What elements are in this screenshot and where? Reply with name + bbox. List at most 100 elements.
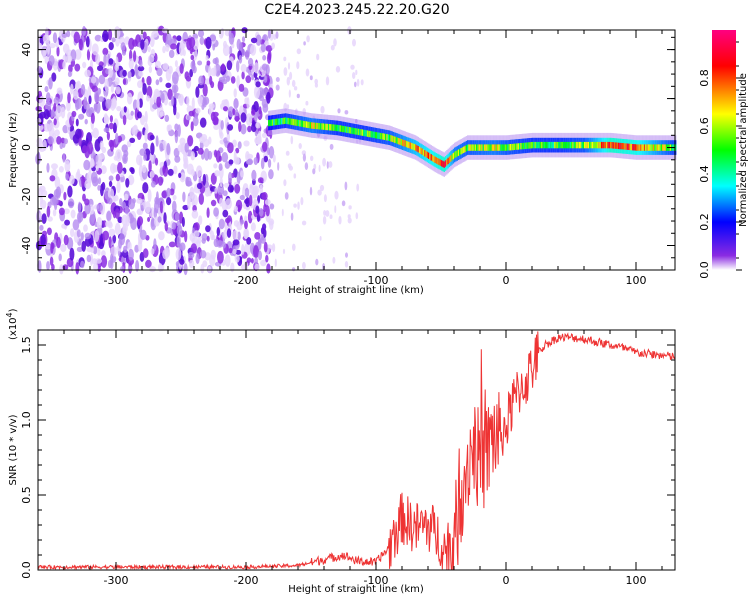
noise-cell <box>59 142 64 150</box>
noise-cell <box>227 106 235 118</box>
noise-cell <box>200 263 205 274</box>
noise-cell <box>217 184 225 196</box>
noise-cell <box>254 62 259 74</box>
signal-cell <box>660 144 663 151</box>
noise-cell <box>185 180 193 187</box>
noise-cell <box>329 143 334 150</box>
noise-cell <box>161 190 167 199</box>
signal-cell <box>606 141 608 149</box>
noise-cell <box>293 203 297 208</box>
signal-cell <box>438 158 440 166</box>
noise-cell <box>159 142 164 152</box>
signal-cell <box>481 144 483 151</box>
noise-cell <box>253 157 258 166</box>
signal-cell <box>528 142 530 149</box>
signal-cell <box>499 144 501 151</box>
signal-cell <box>288 118 291 125</box>
noise-cell <box>118 238 123 249</box>
signal-cell <box>311 122 313 129</box>
noise-cell <box>207 190 212 197</box>
noise-cell <box>261 132 267 138</box>
noise-cell <box>220 27 224 37</box>
signal-cell <box>278 118 280 125</box>
noise-cell <box>89 214 95 226</box>
signal-cell <box>495 144 497 151</box>
signal-cell <box>675 144 677 151</box>
noise-cell <box>203 138 210 148</box>
noise-cell <box>323 194 327 203</box>
noise-cell <box>142 142 148 150</box>
signal-cell <box>633 144 635 151</box>
noise-cell <box>242 87 249 97</box>
noise-cell <box>112 96 117 108</box>
noise-cell <box>106 210 112 222</box>
noise-cell <box>332 256 336 264</box>
noise-cell <box>55 105 63 118</box>
noise-cell <box>354 81 357 88</box>
signal-cell <box>442 160 444 168</box>
noise-cell <box>235 249 242 255</box>
signal-cell <box>643 144 646 151</box>
noise-cell <box>189 232 196 242</box>
noise-cell <box>58 253 62 262</box>
signal-cell <box>496 144 499 151</box>
noise-cell <box>275 77 280 82</box>
noise-cell <box>58 207 65 216</box>
noise-cell <box>254 232 261 240</box>
noise-cell <box>84 202 91 215</box>
signal-cell <box>650 144 652 151</box>
colorbar-axis: 0.0 0.2 0.4 0.6 0.8 <box>698 41 742 279</box>
signal-cell <box>468 144 470 151</box>
noise-cell <box>65 173 69 181</box>
noise-cell <box>219 177 223 188</box>
signal-cell <box>586 141 588 149</box>
noise-cell <box>103 115 110 125</box>
noise-cell <box>259 184 264 195</box>
y-tick-label: -40 <box>20 237 33 255</box>
signal-cell <box>512 143 514 151</box>
signal-cell <box>546 141 548 149</box>
signal-cell <box>539 141 542 149</box>
noise-cell <box>123 149 129 158</box>
signal-cell <box>515 143 517 150</box>
noise-cell <box>198 215 203 226</box>
noise-cell <box>125 178 130 188</box>
noise-cell <box>154 60 161 69</box>
signal-cell <box>378 132 380 139</box>
noise-cell <box>46 205 51 218</box>
signal-cell <box>350 127 352 134</box>
signal-cell <box>274 118 276 126</box>
noise-cell <box>120 42 126 51</box>
signal-cell <box>287 117 289 125</box>
noise-cell <box>333 38 337 47</box>
noise-cell <box>246 237 252 245</box>
noise-cell <box>257 177 264 184</box>
signal-cell <box>391 135 393 142</box>
noise-cell <box>190 121 194 132</box>
noise-cell <box>72 134 80 144</box>
noise-cell <box>157 25 165 36</box>
noise-cell <box>136 154 143 166</box>
noise-cell <box>39 212 43 220</box>
noise-cell <box>62 43 70 54</box>
noise-cell <box>54 129 60 137</box>
noise-cell <box>185 76 192 82</box>
signal-cell <box>541 141 543 149</box>
noise-cell <box>102 47 109 56</box>
signal-cell <box>368 130 370 138</box>
signal-cell <box>560 141 562 149</box>
signal-cell <box>420 147 422 154</box>
noise-cell <box>252 186 258 198</box>
noise-cell <box>172 71 179 85</box>
noise-cell <box>214 187 218 194</box>
signal-cell <box>554 141 556 149</box>
noise-cell <box>206 207 210 218</box>
noise-cell <box>122 50 126 56</box>
noise-cell <box>174 60 178 68</box>
noise-cell <box>317 189 322 196</box>
noise-cell <box>115 86 121 95</box>
noise-cell <box>237 204 241 213</box>
noise-cell <box>80 84 86 96</box>
noise-cell <box>297 201 300 210</box>
